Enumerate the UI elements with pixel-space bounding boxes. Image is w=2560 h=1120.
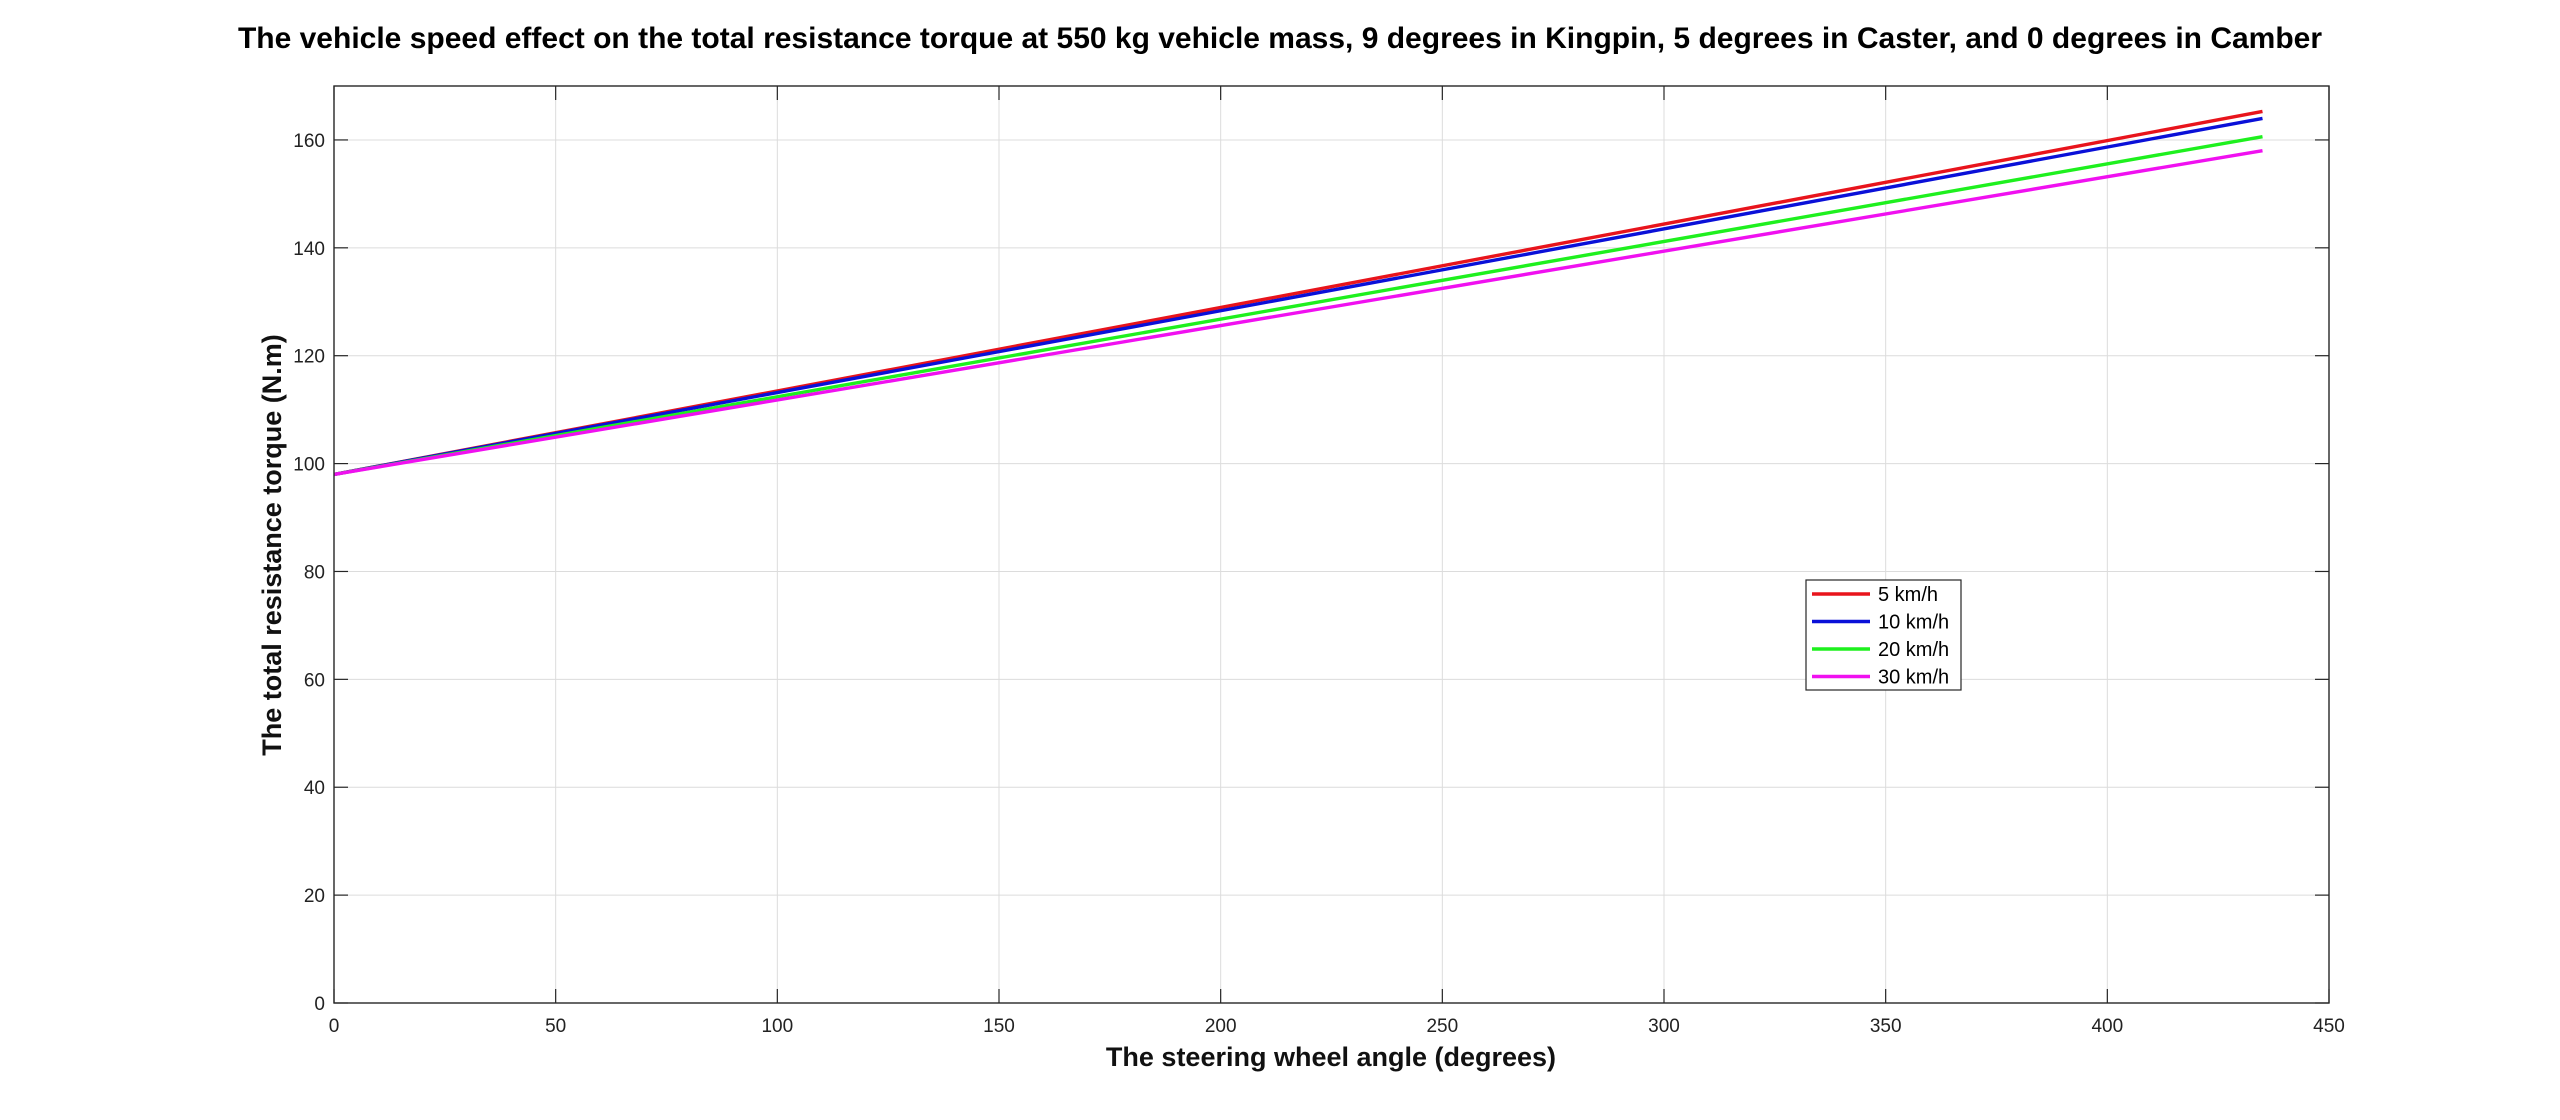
series-line-30-km-h [333, 149, 2263, 477]
x-tick-label: 200 [1205, 1016, 1237, 1037]
x-tick-label: 250 [1426, 1016, 1458, 1037]
y-tick-label: 120 [293, 347, 325, 368]
x-tick-label: 350 [1870, 1016, 1902, 1037]
grid-lines [334, 86, 2329, 1003]
y-tick-label: 80 [304, 562, 325, 583]
x-tick-label: 100 [761, 1016, 793, 1037]
plot-frame [333, 85, 2330, 1004]
y-tick-label: 100 [293, 455, 325, 476]
x-tick-label: 300 [1648, 1016, 1680, 1037]
x-tick-label: 450 [2313, 1016, 2345, 1037]
legend-label: 10 km/h [1878, 612, 1949, 634]
y-tick-labels: 0 20 40 60 80 100 120 140 160 [293, 131, 325, 1015]
legend-box [1805, 579, 1962, 691]
y-tick-label: 140 [293, 239, 325, 260]
y-tick-label: 40 [304, 778, 325, 799]
x-tick-label: 50 [545, 1016, 566, 1037]
x-tick-label: 400 [2091, 1016, 2123, 1037]
x-tick-label: 150 [983, 1016, 1015, 1037]
y-tick-label: 60 [304, 670, 325, 691]
series-line-20-km-h [333, 135, 2263, 477]
x-tick-labels: 0 50 100 150 200 250 300 350 400 450 [329, 1016, 2345, 1037]
y-tick-label: 160 [293, 131, 325, 152]
y-tick-label: 0 [314, 994, 325, 1015]
y-axis-label: The total resistance torque (N.m) [257, 334, 287, 756]
x-tick-label: 0 [329, 1016, 340, 1037]
series-line-10-km-h [333, 116, 2263, 477]
y-tick-label: 20 [304, 886, 325, 907]
legend-label: 5 km/h [1878, 584, 1938, 606]
chart-title: The vehicle speed effect on the total re… [237, 22, 2323, 55]
legend-label: 30 km/h [1878, 667, 1949, 689]
plot-background [334, 86, 2329, 1003]
legend-label: 20 km/h [1878, 639, 1949, 661]
series-lines [333, 109, 2263, 477]
x-axis-label: The steering wheel angle (degrees) [1106, 1042, 1556, 1072]
legend: 5 km/h 10 km/h 20 km/h 30 km/h [1805, 579, 1962, 691]
